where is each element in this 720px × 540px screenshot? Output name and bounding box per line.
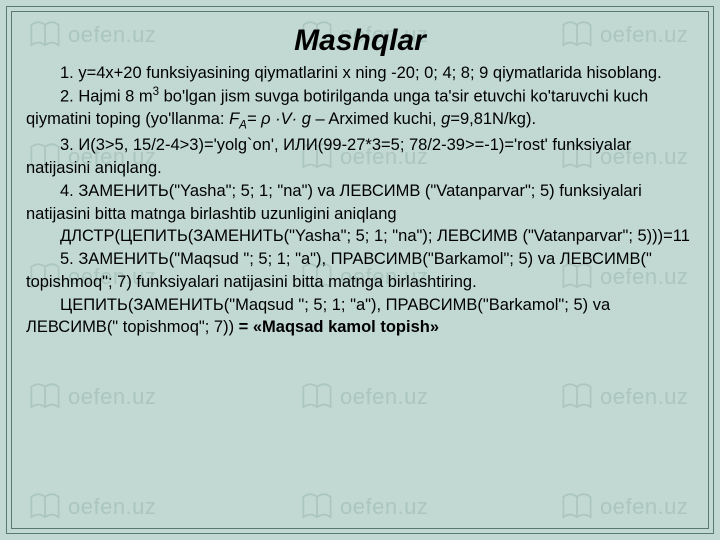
text: 2. Hajmi 8 m xyxy=(60,87,153,105)
task-5: 5. ЗАМЕНИТЬ("Maqsud "; 5; 1; "a"), ПРАВС… xyxy=(26,248,694,294)
text: =9,81N/kg). xyxy=(450,110,536,128)
slide-outer-border: Mashqlar 1. y=4x+20 funksiyasining qiyma… xyxy=(6,6,714,534)
task-3: 3. И(3>5, 15/2-4>3)='yolg`on', ИЛИ(99-27… xyxy=(26,134,694,180)
result-text: = «Maqsad kamol topish» xyxy=(239,318,439,336)
task-4: 4. ЗАМЕНИТЬ("Yasha"; 5; 1; "na") va ЛЕВС… xyxy=(26,180,694,226)
formula-var: g xyxy=(441,110,450,128)
formula-sub: A xyxy=(239,119,247,131)
formula-var: F xyxy=(229,110,239,128)
task-5-answer: ЦЕПИТЬ(ЗАМЕНИТЬ("Maqsud "; 5; 1; "a"), П… xyxy=(26,294,694,340)
formula: = ρ ·V· g xyxy=(247,110,311,128)
slide-title: Mashqlar xyxy=(26,24,694,58)
slide-body: 1. y=4x+20 funksiyasining qiymatlarini x… xyxy=(26,62,694,339)
slide: Mashqlar 1. y=4x+20 funksiyasining qiyma… xyxy=(11,11,709,529)
task-2: 2. Hajmi 8 m3 bo'lgan jism suvga botiril… xyxy=(26,85,694,134)
task-1: 1. y=4x+20 funksiyasining qiymatlarini x… xyxy=(26,62,694,85)
text: – Arximed kuchi, xyxy=(311,110,441,128)
task-4-answer: ДЛСТР(ЦЕПИТЬ(ЗАМЕНИТЬ("Yasha"; 5; 1; "na… xyxy=(26,225,694,248)
